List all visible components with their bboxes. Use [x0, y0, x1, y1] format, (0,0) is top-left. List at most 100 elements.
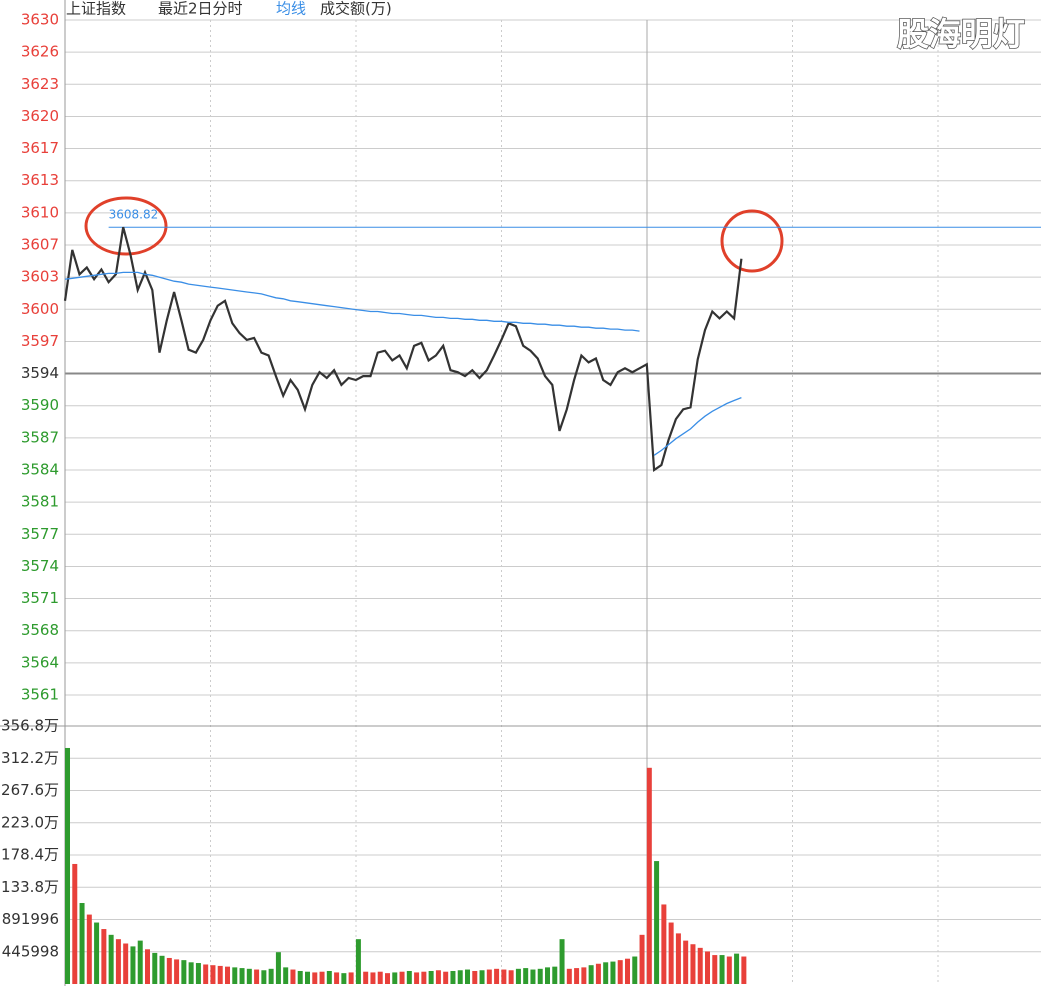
high-label: 3608.82	[109, 208, 159, 222]
volume-bar	[79, 903, 85, 984]
volume-bar	[581, 967, 587, 984]
volume-bar	[443, 971, 449, 984]
volume-bar	[326, 970, 332, 984]
y-tick-label: 3617	[21, 139, 59, 157]
volume-bar	[632, 956, 638, 984]
volume-bar	[435, 970, 441, 984]
volume-bar	[428, 970, 434, 984]
volume-bar	[501, 969, 507, 984]
volume-bar	[595, 963, 601, 984]
volume-bar	[675, 933, 681, 984]
volume-bar	[523, 968, 529, 984]
volume-bar	[159, 955, 165, 984]
volume-bar	[552, 966, 558, 984]
volume-bar	[574, 968, 580, 984]
volume-bar	[101, 929, 107, 984]
volume-bar	[530, 969, 536, 984]
volume-bar	[697, 947, 703, 984]
volume-bar	[545, 967, 550, 984]
volume-bar	[166, 957, 172, 984]
volume-bar	[261, 970, 267, 984]
volume-bar	[421, 971, 427, 984]
y-tick-label: 891996	[2, 910, 59, 928]
y-tick-label: 3630	[21, 11, 59, 29]
volume-bar	[305, 971, 310, 984]
volume-bar	[225, 966, 230, 984]
volume-bar	[508, 970, 514, 984]
volume-bar	[254, 969, 260, 984]
volume-bar	[297, 970, 303, 984]
volume-bar	[181, 960, 187, 984]
volume-bar	[370, 972, 376, 984]
volume-bar	[588, 965, 594, 984]
volume-bar	[683, 940, 689, 984]
legend-entry: 均线	[276, 0, 306, 18]
volume-bar	[712, 955, 718, 984]
y-tick-label: 3561	[21, 686, 59, 704]
y-tick-label: 3626	[21, 43, 59, 61]
y-tick-label: 3564	[21, 653, 59, 671]
volume-bar	[137, 940, 143, 984]
volume-bar	[399, 971, 405, 984]
y-tick-label: 3574	[21, 557, 59, 575]
volume-bar	[174, 959, 180, 984]
y-tick-label: 445998	[2, 942, 59, 960]
volume-bar	[654, 861, 660, 984]
y-tick-label: 178.4万	[1, 846, 59, 864]
volume-bar	[239, 968, 245, 984]
volume-bar	[290, 969, 296, 984]
volume-bar	[537, 968, 543, 984]
y-tick-label: 3610	[21, 203, 59, 221]
volume-bar	[465, 969, 470, 984]
volume-bar	[275, 952, 281, 984]
volume-bar	[472, 970, 478, 984]
volume-bar	[341, 973, 347, 984]
highlight-circle	[720, 209, 784, 273]
volume-bar	[646, 767, 652, 984]
y-tick-label: 3587	[21, 428, 59, 446]
volume-bar	[734, 953, 740, 984]
chart-title: 上证指数	[66, 0, 126, 18]
y-tick-label: 3603	[21, 268, 59, 286]
volume-bar	[195, 963, 201, 984]
volume-bar	[479, 970, 485, 984]
volume-bar	[130, 946, 136, 984]
volume-bar	[559, 939, 565, 984]
volume-bar	[145, 949, 150, 984]
y-tick-label: 3568	[21, 621, 59, 639]
volume-bar	[232, 967, 238, 984]
y-tick-label: 3597	[21, 332, 59, 350]
volume-bar	[610, 961, 616, 984]
volume-bar	[72, 863, 78, 984]
y-tick-label: 223.0万	[1, 813, 59, 831]
y-tick-label: 133.8万	[1, 878, 59, 896]
volume-bar	[377, 971, 383, 984]
volume-bar	[210, 965, 216, 984]
volume-bar	[705, 951, 710, 984]
y-tick-label: 3594	[21, 364, 59, 382]
volume-bar	[668, 922, 674, 984]
volume-bar	[414, 972, 420, 984]
volume-bar	[217, 965, 223, 984]
volume-bar	[392, 972, 398, 984]
volume-bar	[94, 922, 100, 984]
y-tick-label: 3607	[21, 236, 59, 254]
volume-bar	[515, 968, 521, 984]
volume-title: 成交额(万)	[320, 0, 392, 18]
volume-bar	[385, 973, 390, 984]
volume-bar	[661, 904, 667, 984]
volume-bar	[65, 747, 70, 984]
volume-bar	[566, 968, 572, 984]
average-line	[64, 271, 742, 456]
volume-bar	[726, 956, 732, 984]
volume-bar	[494, 968, 500, 984]
volume-bar	[188, 962, 194, 984]
volume-bar	[363, 971, 369, 984]
volume-bar	[406, 970, 412, 984]
y-tick-label: 3571	[21, 589, 59, 607]
volume-bar	[334, 972, 340, 984]
volume-bar	[115, 939, 121, 984]
volume-bar	[719, 955, 725, 984]
volume-bar	[457, 970, 463, 984]
